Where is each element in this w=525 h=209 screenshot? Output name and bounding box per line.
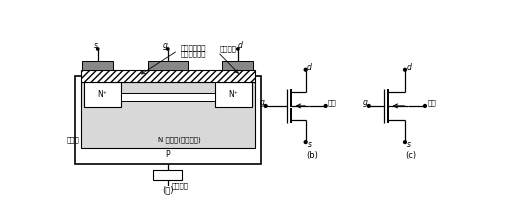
Text: 致底: 致底	[328, 99, 337, 106]
Bar	[81, 82, 255, 148]
Bar	[121, 93, 215, 101]
Text: P: P	[165, 150, 170, 159]
Text: 离子的绕缘层: 离子的绕缘层	[181, 50, 206, 57]
Text: 掺杂后具有正: 掺杂后具有正	[181, 44, 206, 51]
Text: 二氧化硅: 二氧化硅	[219, 46, 236, 52]
Bar	[82, 61, 113, 70]
Circle shape	[304, 141, 307, 144]
Bar	[81, 70, 255, 82]
Circle shape	[324, 104, 327, 107]
Bar	[84, 82, 121, 107]
Text: g: g	[163, 41, 168, 50]
Bar	[223, 61, 253, 70]
Text: (b): (b)	[306, 152, 318, 161]
Circle shape	[264, 104, 267, 107]
Text: 致底: 致底	[427, 99, 436, 106]
Text: 耗尽层: 耗尽层	[67, 136, 79, 143]
Bar	[215, 82, 252, 107]
Bar	[153, 170, 183, 180]
Text: (c): (c)	[406, 152, 417, 161]
Text: g: g	[259, 98, 264, 107]
Circle shape	[404, 141, 406, 144]
Text: N⁺: N⁺	[228, 90, 238, 99]
Text: N⁺: N⁺	[98, 90, 107, 99]
Text: (帏): (帏)	[162, 185, 174, 194]
Text: d: d	[238, 41, 243, 50]
Text: s: s	[308, 140, 311, 149]
Text: d: d	[406, 63, 411, 72]
Circle shape	[304, 68, 307, 71]
Text: d: d	[307, 63, 312, 72]
Bar	[75, 76, 261, 164]
Circle shape	[424, 104, 426, 107]
Circle shape	[404, 68, 406, 71]
Text: 致底引线: 致底引线	[172, 182, 188, 189]
Circle shape	[237, 48, 239, 50]
Text: N 型沟道(初始沟道): N 型沟道(初始沟道)	[158, 136, 201, 143]
Circle shape	[166, 48, 169, 50]
Text: g: g	[362, 98, 368, 107]
Text: s: s	[407, 140, 411, 149]
Circle shape	[368, 104, 370, 107]
Circle shape	[97, 48, 99, 50]
Bar	[148, 61, 188, 70]
Text: s: s	[93, 41, 98, 50]
